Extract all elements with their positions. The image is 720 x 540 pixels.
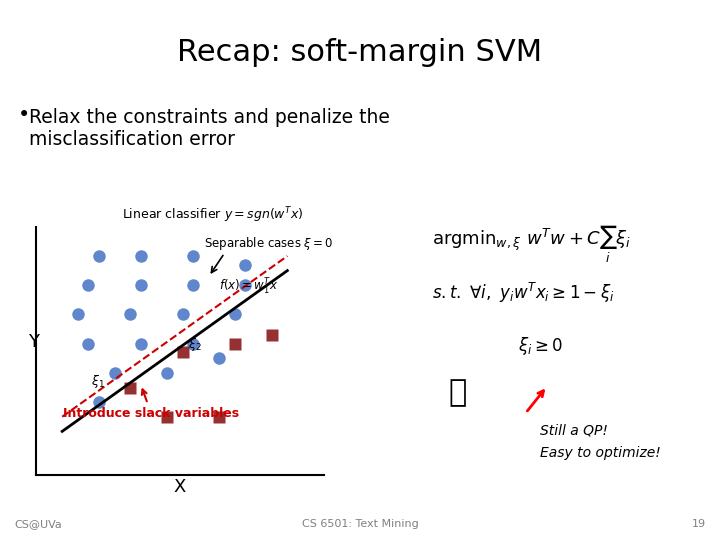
Text: $\xi_2$: $\xi_2$ [188,336,202,353]
Text: CS 6501: Text Mining: CS 6501: Text Mining [302,519,418,529]
Text: Linear classifier $y = sgn(w^Tx)$: Linear classifier $y = sgn(w^Tx)$ [122,205,304,225]
Text: $f(x) = w_1^Tx$: $f(x) = w_1^Tx$ [220,277,279,298]
Text: $\xi_1$: $\xi_1$ [91,373,104,389]
Text: $s.t.\ \forall i,\ y_i w^T x_i \geq 1 - \xi_i$: $s.t.\ \forall i,\ y_i w^T x_i \geq 1 - … [432,281,615,305]
Text: •: • [18,105,30,125]
Text: Still a QP!: Still a QP! [540,424,608,438]
Text: Separable cases $\xi = 0$: Separable cases $\xi = 0$ [204,235,333,252]
Text: $\xi_i \geq 0$: $\xi_i \geq 0$ [518,335,563,357]
Text: CS@UVa: CS@UVa [14,519,62,529]
Y-axis label: Y: Y [28,333,39,351]
Text: Easy to optimize!: Easy to optimize! [540,446,661,460]
Text: $\mathrm{argmin}_{w,\xi}\ w^Tw + C\sum_{i}\xi_i$: $\mathrm{argmin}_{w,\xi}\ w^Tw + C\sum_{… [432,224,631,265]
X-axis label: X: X [174,478,186,496]
Text: 👍: 👍 [448,378,467,407]
Text: Relax the constraints and penalize the
misclassification error: Relax the constraints and penalize the m… [29,108,390,149]
Text: 19: 19 [691,519,706,529]
Text: Recap: soft-margin SVM: Recap: soft-margin SVM [177,38,543,67]
Text: Introduce slack variables: Introduce slack variables [63,389,239,420]
